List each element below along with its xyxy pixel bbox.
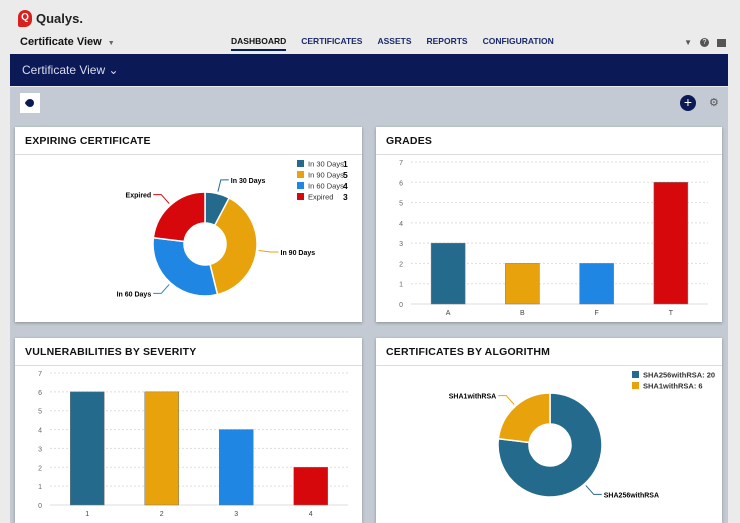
leader-line [217, 179, 229, 192]
slice-label: In 90 Days [281, 250, 316, 257]
legend-swatch [632, 382, 639, 389]
legend-value: 1 [343, 159, 348, 169]
leader-line [585, 485, 602, 495]
main-nav: DASHBOARD CERTIFICATES ASSETS REPORTS CO… [231, 36, 554, 51]
x-tick-label: 1 [85, 511, 89, 518]
legend-value: 3 [343, 192, 348, 202]
y-tick-label: 0 [38, 503, 42, 510]
y-tick-label: 3 [399, 241, 403, 248]
legend-swatch [297, 171, 304, 178]
y-tick-label: 4 [38, 428, 42, 435]
nav-assets[interactable]: ASSETS [377, 36, 412, 46]
grades-bar-chart: 0 1 2 3 4 5 6 7 A B F T [399, 160, 708, 317]
mail-icon[interactable] [717, 38, 726, 47]
widget-vulnerabilities: VULNERABILITIES BY SEVERITY 0 1 2 3 4 5 6 7 1 2 3 4 [15, 338, 362, 523]
leader-line [153, 194, 170, 204]
expiring-donut-chart: In 30 Days In 90 Days In 60 Days Expired In … [117, 159, 348, 298]
slice-label: In 60 Days [117, 291, 152, 298]
bar-T [653, 182, 689, 305]
slice-in-90-days [209, 196, 258, 296]
bar-F [579, 263, 614, 305]
tag-icon [24, 97, 36, 109]
qualys-shield-icon: Q [18, 10, 32, 27]
leader-line [153, 284, 170, 294]
widget-title: CERTIFICATES BY ALGORITHM [376, 338, 722, 366]
bar-A [430, 242, 466, 305]
caret-down-icon: ▼ [107, 40, 115, 47]
y-tick-label: 1 [399, 282, 403, 289]
user-menu-caret-icon[interactable]: ▼ [684, 38, 692, 47]
y-tick-label: 7 [38, 371, 42, 378]
legend-label: Expired [308, 193, 333, 202]
legend-label: In 60 Days [308, 182, 344, 191]
slice-label: SHA256withRSA [604, 492, 659, 499]
legend-swatch [297, 193, 304, 200]
dashboard-selector[interactable]: Certificate View ⌄ [10, 54, 728, 86]
chevron-down-icon: ⌄ [108, 63, 119, 77]
widget-expiring-certificate: EXPIRING CERTIFICATE In 30 Days In 90 Days… [15, 127, 362, 322]
tag-filter-button[interactable] [20, 93, 40, 113]
bar-3 [219, 429, 254, 506]
nav-reports[interactable]: REPORTS [426, 36, 468, 46]
y-tick-label: 0 [399, 302, 403, 309]
qualys-logo[interactable]: Q Qualys. [18, 10, 83, 27]
slice-label: SHA1withRSA [449, 394, 496, 401]
leader-line [258, 250, 279, 253]
slice-sha1withrsa [497, 392, 551, 444]
vulnerabilities-bar-chart: 0 1 2 3 4 5 6 7 1 2 3 4 [38, 371, 348, 518]
legend-swatch [632, 371, 639, 378]
y-tick-label: 3 [38, 446, 42, 453]
x-tick-label: T [669, 310, 674, 317]
legend-label: In 90 Days [308, 171, 344, 180]
legend-swatch [297, 182, 304, 189]
slice-label: Expired [126, 193, 152, 200]
slice-label: In 30 Days [231, 178, 266, 185]
legend-label: In 30 Days [308, 160, 344, 169]
nav-configuration[interactable]: CONFIGURATION [482, 36, 554, 46]
y-tick-label: 2 [399, 261, 403, 268]
add-widget-button[interactable]: + [680, 95, 696, 111]
y-tick-label: 5 [399, 201, 403, 208]
x-tick-label: B [520, 310, 525, 317]
slice-expired [152, 191, 206, 243]
legend-value: 4 [343, 181, 348, 191]
legend-label: SHA1withRSA: 6 [643, 382, 703, 391]
nav-certificates[interactable]: CERTIFICATES [301, 36, 363, 46]
x-tick-label: 3 [234, 511, 238, 518]
y-tick-label: 7 [399, 160, 403, 167]
y-tick-label: 1 [38, 484, 42, 491]
help-icon[interactable]: ? [700, 38, 709, 47]
widget-title: VULNERABILITIES BY SEVERITY [15, 338, 362, 366]
x-tick-label: 4 [309, 511, 313, 518]
y-tick-label: 6 [399, 180, 403, 187]
x-tick-label: 2 [160, 511, 164, 518]
gear-icon[interactable]: ⚙ [709, 97, 719, 109]
bar-4 [293, 467, 328, 506]
widget-title: EXPIRING CERTIFICATE [15, 127, 362, 155]
app-switcher[interactable]: Certificate View ▼ [20, 36, 115, 48]
slice-sha256withrsa [497, 392, 603, 498]
x-tick-label: A [446, 310, 451, 317]
x-tick-label: F [594, 310, 598, 317]
slice-in-60-days [152, 236, 219, 297]
widget-title: GRADES [376, 127, 722, 155]
widget-algorithm: CERTIFICATES BY ALGORITHM SHA256withRSA SH… [376, 338, 722, 523]
bar-B [505, 263, 540, 305]
legend-swatch [297, 160, 304, 167]
legend-value: 5 [343, 170, 348, 180]
y-tick-label: 2 [38, 465, 42, 472]
top-header: Q Qualys. Certificate View ▼ DASHBOARD CER… [0, 0, 740, 52]
y-tick-label: 6 [38, 390, 42, 397]
bar-1 [70, 391, 105, 506]
y-tick-label: 5 [38, 409, 42, 416]
y-tick-label: 4 [399, 221, 403, 228]
leader-line [498, 395, 515, 405]
bar-2 [144, 391, 179, 506]
widget-grades: GRADES 0 1 2 3 4 5 6 7 A B F T [376, 127, 722, 322]
legend-label: SHA256withRSA: 20 [643, 371, 715, 380]
algorithm-donut-chart: SHA256withRSA SHA1withRSA SHA256withRSA: 2… [449, 371, 715, 500]
nav-dashboard[interactable]: DASHBOARD [231, 36, 287, 51]
